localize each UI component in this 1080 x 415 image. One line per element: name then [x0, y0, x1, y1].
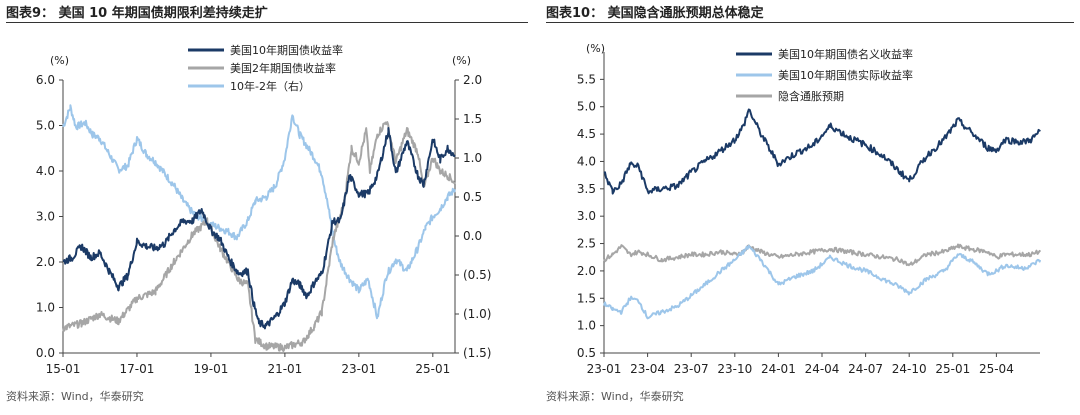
- y-tick-label: 6.0: [36, 73, 55, 87]
- y-tick-label: (1.0): [463, 307, 491, 321]
- y-tick-label: 0.0: [36, 346, 55, 360]
- y-tick-label: 2.5: [577, 237, 596, 251]
- y-tick-label: 1.5: [577, 291, 596, 305]
- x-tick-label: 25-04: [979, 362, 1014, 376]
- x-tick-label: 23-01: [587, 362, 622, 376]
- x-tick-label: 24-07: [848, 362, 883, 376]
- chart-right: (%) 0.5 1.0 1.5 2.0 2.5 3.0 3.5 4.0 4.5 5.0 5.5 23-0…: [540, 0, 1080, 415]
- y-tick-label: 2.0: [577, 264, 596, 278]
- y-tick-label: 5.5: [577, 72, 596, 86]
- series-line: [604, 110, 1040, 194]
- y-tick-label: 4.5: [577, 127, 596, 141]
- y-tick-label: 0.5: [577, 346, 596, 360]
- y-tick-label: 4.0: [36, 164, 55, 178]
- chart-left: (%) (%) 0.0 1.0 2.0 3.0 4.0 5.0 6.0 (1.5) (1.0) (0.…: [0, 0, 540, 415]
- y-axis-unit-left: (%): [50, 54, 69, 67]
- x-tick-label: 23-01: [341, 362, 376, 376]
- x-tick-label: 24-01: [761, 362, 796, 376]
- y-tick-label: (1.5): [463, 346, 491, 360]
- y-tick-label: 0.0: [463, 229, 482, 243]
- x-tick-label: 25-01: [415, 362, 450, 376]
- legend-label: 10年-2年（右）: [230, 79, 310, 93]
- x-tick-label: 21-01: [267, 362, 302, 376]
- y-tick-label: (0.5): [463, 268, 491, 282]
- y-tick-label: 5.0: [577, 100, 596, 114]
- y-tick-label: 1.0: [577, 319, 596, 333]
- y-tick-label: 3.5: [577, 182, 596, 196]
- legend-label: 美国2年期国债收益率: [230, 61, 336, 75]
- legend-label: 美国10年期国债实际收益率: [778, 68, 913, 82]
- y-tick-label: 1.0: [463, 151, 482, 165]
- legend-label: 美国10年期国债名义收益率: [778, 47, 913, 61]
- source-note: 资料来源：Wind，华泰研究: [546, 388, 684, 404]
- chart-panel-left: 图表9： 美国 10 年期国债期限利差持续走扩 (%) (%) 0.0 1.0 2.0 3…: [0, 0, 540, 415]
- x-tick-label: 23-07: [674, 362, 709, 376]
- chart-panel-right: 图表10： 美国隐含通胀预期总体稳定 (%) 0.5 1.0 1.5 2.0 2.5 3.0…: [540, 0, 1080, 415]
- y-tick-label: 3.0: [577, 209, 596, 223]
- y-tick-label: 4.0: [577, 154, 596, 168]
- x-tick-label: 24-04: [805, 362, 840, 376]
- y-tick-label: 1.0: [36, 301, 55, 315]
- y-tick-label: 3.0: [36, 210, 55, 224]
- x-tick-label: 23-04: [630, 362, 665, 376]
- y-axis-unit-right: (%): [452, 54, 471, 67]
- source-note: 资料来源：Wind，华泰研究: [6, 388, 144, 404]
- y-axis-unit: (%): [586, 42, 605, 55]
- y-tick-label: 0.5: [463, 190, 482, 204]
- y-tick-label: 2.0: [36, 255, 55, 269]
- y-tick-label: 1.5: [463, 112, 482, 126]
- y-tick-label: 5.0: [36, 119, 55, 133]
- x-tick-label: 25-01: [935, 362, 970, 376]
- x-tick-label: 15-01: [46, 362, 81, 376]
- x-tick-label: 23-10: [717, 362, 752, 376]
- x-tick-label: 17-01: [120, 362, 155, 376]
- y-tick-label: 2.0: [463, 73, 482, 87]
- legend-label: 隐含通胀预期: [778, 89, 844, 103]
- legend-label: 美国10年期国债收益率: [230, 43, 343, 57]
- series-line: [63, 122, 455, 351]
- x-tick-label: 24-10: [892, 362, 927, 376]
- x-tick-label: 19-01: [193, 362, 228, 376]
